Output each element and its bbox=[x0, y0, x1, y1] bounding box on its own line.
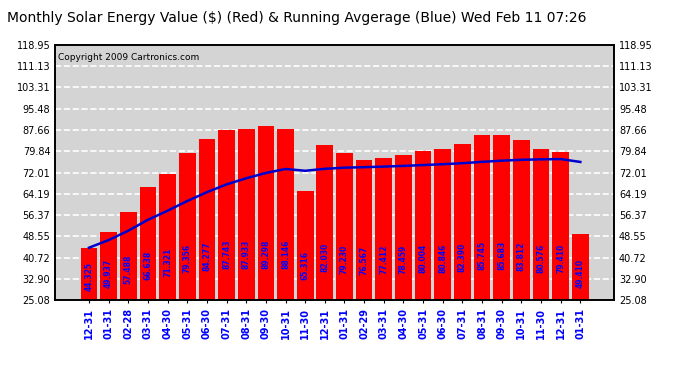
Text: Monthly Solar Energy Value ($) (Red) & Running Avgerage (Blue) Wed Feb 11 07:26: Monthly Solar Energy Value ($) (Red) & R… bbox=[7, 11, 586, 25]
Bar bbox=[474, 135, 491, 300]
Bar bbox=[218, 130, 235, 300]
Bar bbox=[454, 144, 471, 300]
Text: 87.743: 87.743 bbox=[222, 240, 231, 269]
Text: 57.488: 57.488 bbox=[124, 255, 132, 284]
Bar bbox=[159, 174, 176, 300]
Text: 82.390: 82.390 bbox=[458, 243, 467, 272]
Text: 80.846: 80.846 bbox=[438, 243, 447, 273]
Bar bbox=[100, 232, 117, 300]
Text: 79.356: 79.356 bbox=[183, 244, 192, 273]
Bar bbox=[415, 151, 431, 300]
Text: 49.937: 49.937 bbox=[104, 259, 113, 288]
Text: 80.004: 80.004 bbox=[419, 244, 428, 273]
Bar bbox=[356, 160, 373, 300]
Text: 77.412: 77.412 bbox=[380, 245, 388, 274]
Text: 79.230: 79.230 bbox=[340, 244, 349, 273]
Text: 85.683: 85.683 bbox=[497, 241, 506, 270]
Text: 87.933: 87.933 bbox=[241, 240, 250, 269]
Text: 83.812: 83.812 bbox=[517, 242, 526, 271]
Text: 71.321: 71.321 bbox=[163, 248, 172, 278]
Text: 80.576: 80.576 bbox=[537, 244, 546, 273]
Text: 49.410: 49.410 bbox=[576, 259, 585, 288]
Bar bbox=[513, 141, 530, 300]
Bar bbox=[336, 153, 353, 300]
Text: 89.298: 89.298 bbox=[262, 239, 270, 268]
Bar bbox=[533, 149, 549, 300]
Bar bbox=[317, 145, 333, 300]
Text: 66.638: 66.638 bbox=[144, 251, 152, 280]
Text: 88.146: 88.146 bbox=[281, 240, 290, 269]
Bar bbox=[552, 152, 569, 300]
Bar bbox=[375, 158, 392, 300]
Bar bbox=[572, 234, 589, 300]
Bar bbox=[277, 129, 294, 300]
Text: Copyright 2009 Cartronics.com: Copyright 2009 Cartronics.com bbox=[58, 53, 199, 62]
Text: 85.745: 85.745 bbox=[477, 241, 486, 270]
Bar bbox=[435, 148, 451, 300]
Bar bbox=[120, 212, 137, 300]
Bar bbox=[257, 126, 274, 300]
Text: 78.459: 78.459 bbox=[399, 244, 408, 274]
Bar bbox=[199, 139, 215, 300]
Text: 76.567: 76.567 bbox=[359, 246, 368, 275]
Text: 84.277: 84.277 bbox=[202, 242, 211, 271]
Text: 44.325: 44.325 bbox=[84, 262, 93, 291]
Bar bbox=[139, 187, 156, 300]
Text: 79.410: 79.410 bbox=[556, 244, 565, 273]
Text: 65.316: 65.316 bbox=[301, 251, 310, 280]
Bar bbox=[493, 135, 510, 300]
Bar bbox=[297, 191, 313, 300]
Bar bbox=[81, 248, 97, 300]
Bar bbox=[179, 153, 195, 300]
Bar bbox=[238, 129, 255, 300]
Bar bbox=[395, 155, 412, 300]
Text: 82.030: 82.030 bbox=[320, 243, 329, 272]
